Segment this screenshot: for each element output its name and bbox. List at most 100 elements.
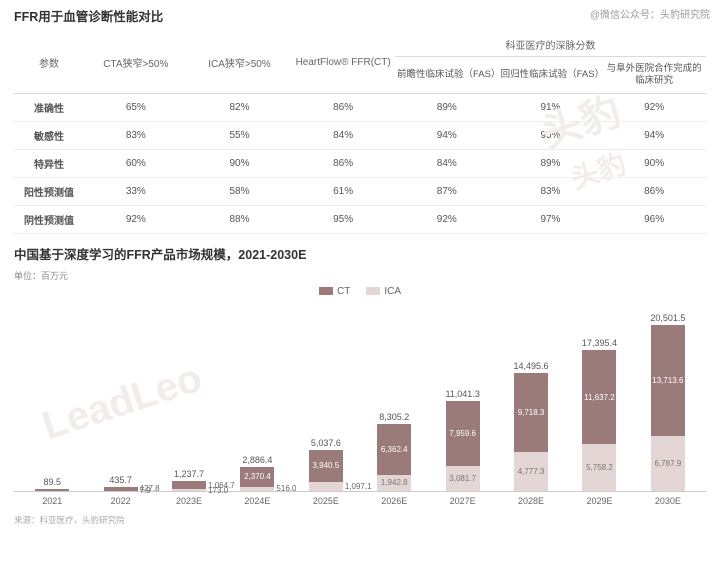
seg-label: 13,713.6: [652, 376, 683, 385]
xaxis-label: 2029E: [565, 496, 633, 506]
bar-seg-ica: 5,758.2: [582, 444, 616, 491]
cell-value: 58%: [188, 177, 292, 205]
bar-stack: [35, 489, 69, 491]
bar-seg-ct: 1,064.7: [172, 481, 206, 490]
bar-total-label: 1,237.7: [174, 469, 204, 479]
legend-item-ica: ICA: [366, 286, 401, 297]
bar-column: 89.5: [18, 477, 86, 491]
cell-value: 86%: [291, 93, 395, 121]
bar-seg-ct: 11,637.2: [582, 350, 616, 444]
cell-value: 92%: [395, 205, 499, 233]
col-header: 与阜外医院合作完成的临床研究: [602, 57, 706, 94]
bar-total-label: 20,501.5: [650, 313, 685, 323]
chart-wrap: CT ICA 89.5 435.77.9427.8 1,237.7 173.01,06…: [0, 286, 720, 510]
cell-value: 90%: [602, 149, 706, 177]
bar-stack: 3,081.7 7,959.6: [446, 401, 480, 490]
bar-seg-ct: 3,940.5: [309, 450, 343, 482]
row-label: 敏感性: [14, 121, 84, 149]
cell-value: 92%: [602, 93, 706, 121]
xaxis-label: 2024E: [223, 496, 291, 506]
bar-total-label: 8,305.2: [379, 412, 409, 422]
cell-value: 82%: [188, 93, 292, 121]
bar-seg-ct: 7,959.6: [446, 401, 480, 465]
bar-column: 14,495.64,777.39,718.3: [497, 361, 565, 490]
source-text: 来源：科亚医疗，头豹研究院: [0, 510, 720, 532]
table-row: 阳性预测值33%58%61%87%83%86%: [14, 177, 706, 205]
cell-value: 96%: [602, 205, 706, 233]
cell-value: 87%: [395, 177, 499, 205]
source-watermark: @微信公众号：头豹研究院: [590, 6, 710, 21]
col-group-header: 科亚医疗的深脉分数: [395, 31, 706, 57]
bar-seg-ica: 173.0: [172, 489, 206, 490]
bar-seg-ica: 3,081.7: [446, 466, 480, 491]
bar-seg-ica: 1,097.1: [309, 482, 343, 491]
bar-column: 435.77.9427.8: [86, 475, 154, 491]
xaxis-label: 2023E: [155, 496, 223, 506]
cell-value: 90%: [188, 149, 292, 177]
xaxis-label: 2030E: [634, 496, 702, 506]
bar-stack: 5,758.2 11,637.2: [582, 350, 616, 491]
cell-value: 97%: [499, 205, 603, 233]
seg-label: 4,777.3: [518, 467, 545, 476]
cell-value: 84%: [291, 121, 395, 149]
col-header: CTA狭窄>50%: [84, 31, 188, 93]
bar-stack: 4,777.3 9,718.3: [514, 373, 548, 490]
seg-label: 2,370.4: [244, 472, 271, 481]
bar-total-label: 5,037.6: [311, 438, 341, 448]
bar-stack: 7.9427.8: [104, 487, 138, 491]
xaxis-label: 2025E: [292, 496, 360, 506]
xaxis-label: 2022: [86, 496, 154, 506]
seg-label: 3,081.7: [449, 474, 476, 483]
chart-title: 中国基于深度学习的FFR产品市场规模，2021-2030E: [14, 244, 706, 263]
xaxis-label: 2028E: [497, 496, 565, 506]
bar-total-label: 11,041.3: [445, 389, 479, 399]
cell-value: 86%: [291, 149, 395, 177]
cell-value: 95%: [291, 205, 395, 233]
cell-value: 91%: [499, 93, 603, 121]
bar-stack: 1,097.13,940.5: [309, 450, 343, 491]
bar-seg-ica: 1,942.8: [377, 475, 411, 491]
table-section: FFR用于血管诊断性能对比 参数 CTA狭窄>50% ICA狭窄>50% Hea…: [0, 0, 720, 234]
seg-label: 6,362.4: [381, 445, 408, 454]
seg-label: 5,758.2: [586, 463, 613, 472]
col-params: 参数: [14, 31, 84, 93]
legend-label: CT: [337, 286, 350, 297]
row-label: 阴性预测值: [14, 205, 84, 233]
row-label: 准确性: [14, 93, 84, 121]
cell-value: 33%: [84, 177, 188, 205]
bar-seg-ct: 427.8: [104, 487, 138, 490]
bar-seg-ica: 516.0: [240, 487, 274, 491]
bar-total-label: 17,395.4: [582, 338, 617, 348]
cell-value: 92%: [84, 205, 188, 233]
bar-column: 11,041.3 3,081.7 7,959.6: [428, 389, 496, 490]
xaxis-label: 2026E: [360, 496, 428, 506]
col-header: HeartFlow® FFR(CT): [291, 31, 395, 93]
swatch-ica: [366, 287, 380, 295]
legend-label: ICA: [384, 286, 401, 297]
bar-total-label: 89.5: [43, 477, 61, 487]
bar-seg-ct: 2,370.4: [240, 467, 274, 486]
xaxis-label: 2021: [18, 496, 86, 506]
cell-value: 86%: [602, 177, 706, 205]
cell-value: 95%: [499, 121, 603, 149]
chart-xaxis: 202120222023E2024E2025E2026E2027E2028E20…: [14, 491, 706, 506]
cell-value: 94%: [602, 121, 706, 149]
cell-value: 55%: [188, 121, 292, 149]
seg-label: 7,959.6: [449, 429, 476, 438]
cell-value: 89%: [395, 93, 499, 121]
cell-value: 60%: [84, 149, 188, 177]
table-row: 敏感性83%55%84%94%95%94%: [14, 121, 706, 149]
chart-legend: CT ICA: [14, 286, 706, 297]
bar-seg-ct: 13,713.6: [651, 325, 685, 436]
bar-seg-ct: [35, 489, 69, 491]
seg-label: 9,718.3: [518, 408, 545, 417]
bar-column: 1,237.7 173.01,064.7: [155, 469, 223, 491]
cell-value: 61%: [291, 177, 395, 205]
row-label: 阳性预测值: [14, 177, 84, 205]
col-header: ICA狭窄>50%: [188, 31, 292, 93]
bar-column: 5,037.6 1,097.13,940.5: [292, 438, 360, 491]
bar-seg-ct: 6,362.4: [377, 424, 411, 476]
cell-value: 84%: [395, 149, 499, 177]
xaxis-label: 2027E: [428, 496, 496, 506]
table-row: 准确性65%82%86%89%91%92%: [14, 93, 706, 121]
